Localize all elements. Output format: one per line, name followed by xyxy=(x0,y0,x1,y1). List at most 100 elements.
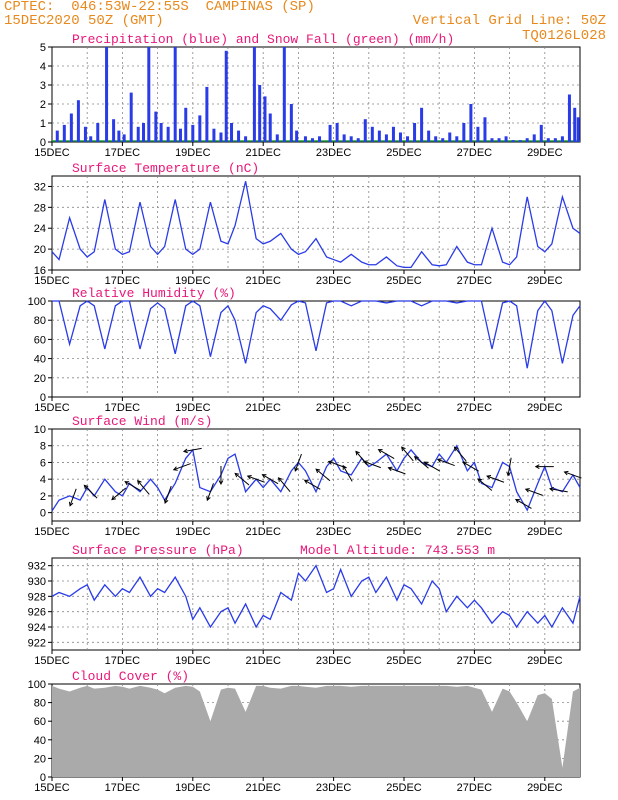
precip-bar xyxy=(219,132,223,142)
wind-arrow-shaft xyxy=(111,487,127,500)
precip-bar xyxy=(166,126,170,142)
x-tick-label: 29DEC xyxy=(527,526,563,538)
x-tick-label: 27DEC xyxy=(457,402,493,414)
y-tick-label: 20 xyxy=(34,753,46,765)
wind-arrow-head xyxy=(534,464,540,469)
precip-bar xyxy=(318,136,322,142)
precip-bar xyxy=(252,47,256,142)
wind-arrow-shaft xyxy=(164,485,172,504)
precip-bar xyxy=(96,123,100,142)
wind-arrow-shaft xyxy=(462,461,479,472)
series-line xyxy=(51,564,581,629)
precip-bar xyxy=(469,104,473,142)
wind-arrow-head xyxy=(137,479,142,485)
precip-bar xyxy=(483,117,487,142)
wind-arrow-head xyxy=(342,464,347,470)
y-tick-label: 0 xyxy=(40,392,46,404)
precip-bar xyxy=(391,126,395,142)
wind-arrow-shaft xyxy=(564,471,582,479)
precip-bar xyxy=(224,50,228,142)
y-tick-label: 0 xyxy=(40,508,46,520)
wind-arrow-head xyxy=(362,460,368,465)
y-tick-label: 80 xyxy=(34,315,46,327)
x-tick-label: 23DEC xyxy=(316,275,352,287)
x-tick-label: 23DEC xyxy=(316,402,352,414)
precip-bar xyxy=(349,136,353,142)
precip-bar xyxy=(147,47,151,142)
x-tick-label: 19DEC xyxy=(175,526,211,538)
x-tick-label: 21DEC xyxy=(245,275,281,287)
y-tick-label: 1 xyxy=(40,118,46,130)
precip-bar xyxy=(434,136,438,142)
x-tick-label: 29DEC xyxy=(527,782,563,794)
wind-arrow-head xyxy=(111,495,117,501)
y-tick-label: 20 xyxy=(34,244,46,256)
wind-arrow xyxy=(234,472,250,486)
wind-arrow xyxy=(548,487,568,493)
y-tick-label: 928 xyxy=(28,591,46,603)
wind-arrow-shaft xyxy=(304,479,321,490)
precip-bar xyxy=(511,140,515,142)
precip-bar xyxy=(289,104,293,142)
precip-bar xyxy=(490,138,494,142)
panel-3: 0 2 4 6 8 10 15DEC 17DEC 19DEC 21DEC 23DEC 25DEC 27D… xyxy=(34,414,582,538)
y-tick-label: 926 xyxy=(28,607,46,619)
precip-bar xyxy=(268,113,272,142)
precip-bar xyxy=(129,92,133,142)
wind-arrow-head xyxy=(218,480,224,486)
precip-bar xyxy=(282,47,286,142)
y-tick-label: 20 xyxy=(34,373,46,385)
panel-title: Cloud Cover (%) xyxy=(72,669,189,684)
y-tick-label: 4 xyxy=(40,474,46,486)
wind-arrow-shaft xyxy=(124,481,142,492)
x-tick-label: 21DEC xyxy=(245,526,281,538)
wind-arrow-head xyxy=(413,455,419,461)
y-tick-label: 932 xyxy=(28,561,46,573)
wind-arrow xyxy=(246,475,265,483)
station-header: CPTEC: 046:53W-22:55S CAMPINAS (SP) xyxy=(4,0,315,15)
precip-bar xyxy=(525,138,529,142)
wind-arrow-head xyxy=(315,468,321,474)
wind-arrow xyxy=(453,446,467,462)
x-tick-label: 15DEC xyxy=(34,147,70,159)
wind-arrow-head xyxy=(377,449,383,454)
precip-bar xyxy=(406,136,410,142)
wind-arrow-head xyxy=(327,460,333,465)
wind-arrow xyxy=(342,464,353,482)
precip-bar xyxy=(263,96,267,142)
wind-arrow-head xyxy=(83,484,89,490)
x-tick-label: 23DEC xyxy=(316,655,352,667)
wind-arrow-head xyxy=(234,472,240,478)
x-tick-label: 19DEC xyxy=(175,655,211,667)
grid-line-note: Vertical Grid Line: 50Z xyxy=(412,13,606,29)
precip-bar xyxy=(310,138,314,142)
y-tick-label: 2 xyxy=(40,99,46,111)
x-tick-label: 23DEC xyxy=(316,782,352,794)
wind-arrow-shaft xyxy=(414,456,429,469)
precip-bar xyxy=(328,124,332,142)
precip-bar xyxy=(356,138,360,142)
wind-arrow-head xyxy=(303,479,309,484)
x-tick-label: 15DEC xyxy=(34,402,70,414)
precip-bar xyxy=(237,130,241,142)
x-tick-label: 19DEC xyxy=(175,275,211,287)
y-tick-label: 0 xyxy=(40,772,46,784)
precip-bar xyxy=(198,115,202,142)
precip-bar xyxy=(122,134,126,142)
y-tick-label: 40 xyxy=(34,354,46,366)
y-tick-label: 4 xyxy=(40,61,46,73)
precip-bar xyxy=(384,134,388,142)
x-tick-label: 27DEC xyxy=(457,526,493,538)
x-tick-label: 29DEC xyxy=(527,147,563,159)
y-tick-label: 5 xyxy=(40,42,46,54)
precip-bar xyxy=(560,136,564,142)
panel-2: 0 20 40 60 80 100 15DEC 17DEC 19DEC 21DEC 23DEC 25D… xyxy=(28,286,581,414)
panel-frame xyxy=(51,175,581,271)
wind-arrow xyxy=(68,488,77,507)
x-tick-label: 23DEC xyxy=(316,147,352,159)
wind-arrow-head xyxy=(277,477,283,482)
panel-title: Relative Humidity (%) xyxy=(72,286,236,301)
wind-arrow-shaft xyxy=(69,488,77,506)
precip-bar xyxy=(518,140,522,142)
x-tick-label: 17DEC xyxy=(105,402,141,414)
